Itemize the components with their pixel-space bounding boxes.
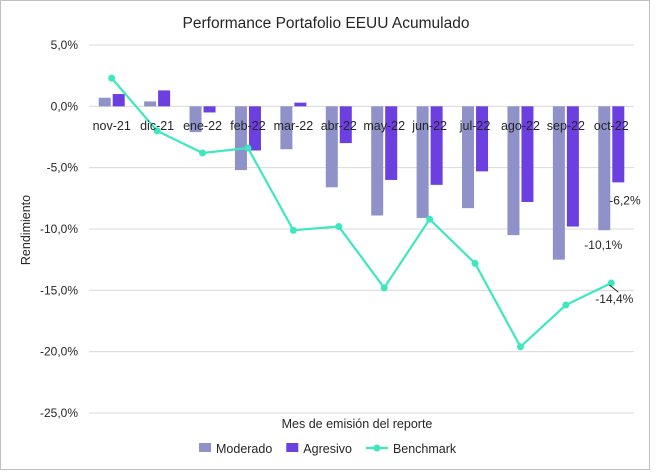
benchmark-point-dic-21: [153, 127, 161, 135]
bar-moderado-ago-22: [507, 106, 520, 236]
x-tick-label: jun-22: [411, 119, 447, 133]
bar-agresivo-jul-22: [476, 106, 489, 172]
bar-moderado-nov-21: [98, 97, 111, 107]
x-tick-label: ago-22: [501, 119, 540, 133]
x-tick-label: feb-22: [230, 119, 265, 133]
bar-moderado-may-22: [371, 106, 384, 216]
x-tick-label: oct-22: [594, 119, 629, 133]
y-tick-label: -15,0%: [40, 283, 78, 297]
x-axis-label: Mes de emisión del reporte: [282, 417, 433, 431]
data-label-benchmark: -14,4%: [595, 292, 633, 306]
benchmark-point-jul-22: [471, 259, 479, 267]
y-axis-label: Rendimiento: [19, 195, 33, 265]
bar-moderado-jun-22: [416, 106, 429, 218]
benchmark-point-nov-21: [108, 74, 116, 82]
benchmark-point-feb-22: [244, 144, 252, 152]
legend-label: Moderado: [216, 442, 272, 456]
legend-label: Benchmark: [393, 442, 457, 456]
legend-swatch: [286, 443, 299, 452]
x-tick-label: ene-22: [183, 119, 222, 133]
bar-moderado-dic-21: [144, 101, 157, 107]
chart: nov-21 dic-21 ene-22 feb-22 mar-22 abr-22 may-…: [19, 15, 641, 456]
bar-agresivo-dic-21: [158, 90, 171, 107]
y-tick-label: -20,0%: [40, 345, 78, 359]
bar-agresivo-ene-22: [203, 106, 216, 113]
y-tick-label: 0,0%: [51, 99, 79, 113]
bar-moderado-sep-22: [552, 106, 565, 260]
bar-agresivo-may-22: [385, 106, 398, 180]
x-tick-label: may-22: [363, 119, 405, 133]
benchmark-line: [110, 77, 612, 349]
benchmark-point-mar-22: [289, 226, 297, 234]
data-label-agresivo: -6,2%: [609, 193, 641, 207]
bar-moderado-feb-22: [234, 106, 247, 171]
bar-moderado-mar-22: [280, 106, 293, 150]
chart-title: Performance Portafolio EEUU Acumulado: [183, 15, 470, 32]
benchmark-point-oct-22: [607, 279, 615, 287]
legend-label: Agresivo: [303, 442, 352, 456]
x-tick-label: jul-22: [459, 119, 491, 133]
bar-moderado-ene-22: [189, 106, 202, 133]
bar-agresivo-abr-22: [339, 106, 352, 144]
y-tick-label: 5,0%: [51, 38, 79, 52]
benchmark-point-ago-22: [516, 343, 524, 351]
bar-agresivo-mar-22: [294, 102, 307, 107]
legend-swatch: [199, 443, 211, 452]
benchmark-point-may-22: [380, 284, 388, 292]
benchmark-point-abr-22: [335, 223, 343, 231]
legend-swatch-marker: [373, 444, 381, 452]
x-tick-label: nov-21: [93, 119, 131, 133]
bar-agresivo-oct-22: [612, 106, 625, 183]
x-tick-label: mar-22: [274, 119, 314, 133]
y-tick-label: -5,0%: [47, 161, 79, 175]
benchmark-point-ene-22: [199, 149, 207, 157]
bar-agresivo-nov-21: [112, 94, 125, 107]
bar-agresivo-sep-22: [566, 106, 579, 227]
bar-moderado-oct-22: [598, 106, 611, 231]
bar-agresivo-jun-22: [430, 106, 443, 185]
legend: Moderado Agresivo Benchmark: [199, 442, 457, 456]
bar-moderado-jul-22: [462, 106, 475, 209]
bar-agresivo-feb-22: [248, 106, 261, 151]
bar-agresivo-ago-22: [521, 106, 534, 203]
y-tick-label: -25,0%: [40, 406, 78, 420]
benchmark-point-sep-22: [562, 301, 570, 309]
bar-moderado-abr-22: [325, 106, 338, 188]
x-tick-label: abr-22: [321, 119, 357, 133]
y-tick-label: -10,0%: [40, 222, 78, 236]
benchmark-label-leader: [608, 284, 619, 293]
x-tick-label: dic-21: [140, 119, 174, 133]
x-tick-label: sep-22: [547, 119, 585, 133]
benchmark-point-jun-22: [426, 215, 434, 223]
data-label-moderado: -10,1%: [584, 238, 622, 252]
